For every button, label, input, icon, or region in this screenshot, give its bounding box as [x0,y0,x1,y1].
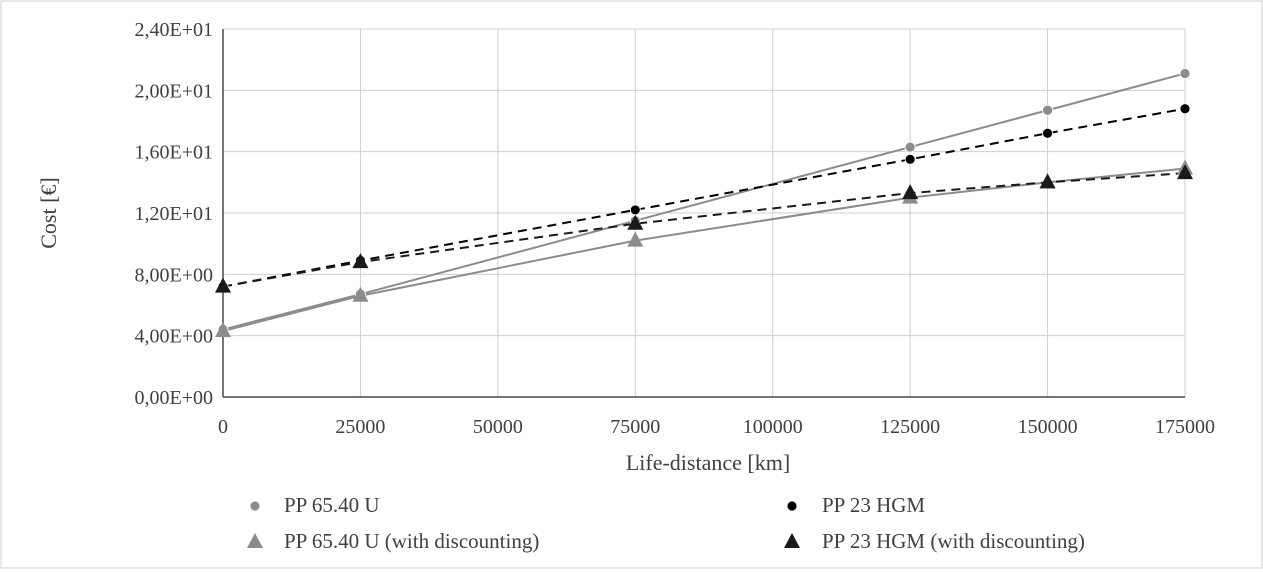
x-tick-label: 125000 [880,416,940,438]
x-tick-label: 75000 [610,416,660,438]
legend-marker-triangle [784,533,800,548]
series-2-point [904,153,916,165]
x-tick-label: 175000 [1155,416,1215,438]
series-4-point [352,253,369,269]
axes: 0,00E+00 4,00E+00 8,00E+00 1,20E+01 1,60E+01… [135,19,1216,438]
legend-item: PP 65.40 U (with discounting) [247,529,539,553]
x-tick-label: 150000 [1018,416,1078,438]
legend-marker-circle [249,500,261,512]
y-tick-label: 8,00E+00 [135,264,214,286]
y-axis-title: Cost [€] [36,177,61,249]
series-1-point [904,141,916,153]
series-4-point [1039,173,1056,189]
y-tick-label: 1,20E+01 [135,203,214,225]
series-lines [222,72,1186,333]
series-2-point [1042,127,1053,139]
grid [223,28,1186,397]
legend-marker-triangle [247,533,263,548]
series-4-point [215,277,231,293]
legend-item: PP 23 HGM (with discounting) [784,529,1085,553]
y-tick-label: 0,00E+00 [135,387,214,409]
legend-label: PP 23 HGM [822,493,925,517]
series-4-point [902,184,919,200]
series-3-point [352,286,369,302]
y-tick-label: 1,60E+01 [135,142,214,164]
y-tick-label: 4,00E+00 [135,326,214,348]
legend: PP 65.40 U PP 23 HGM PP 65.40 U (with disc… [247,493,1085,553]
series-3-point [627,231,644,247]
series-markers [215,68,1193,338]
series-4-line [222,172,1186,288]
series-1-point [1042,104,1053,116]
series-2-point [1179,103,1191,115]
series-4-point [1177,164,1193,180]
series-3-line [222,167,1186,333]
y-tick-label: 2,00E+01 [135,80,214,102]
series-2-line [222,107,1186,288]
legend-marker-circle [786,500,798,512]
series-4-point [627,214,644,230]
x-tick-label: 50000 [473,416,523,438]
y-tick-label: 2,40E+01 [135,19,214,41]
series-2-point [629,204,641,216]
legend-label: PP 65.40 U (with discounting) [284,529,539,553]
series-3-point [215,322,231,338]
legend-item: PP 65.40 U [249,493,380,517]
legend-label: PP 65.40 U [284,493,380,517]
x-axis-title: Life-distance [km] [626,450,790,475]
legend-item: PP 23 HGM [786,493,925,517]
x-tick-label: 0 [218,416,228,438]
x-tick-label: 100000 [743,416,803,438]
x-tick-label: 25000 [335,416,385,438]
legend-label: PP 23 HGM (with discounting) [822,529,1085,553]
series-1-point [1179,68,1191,79]
